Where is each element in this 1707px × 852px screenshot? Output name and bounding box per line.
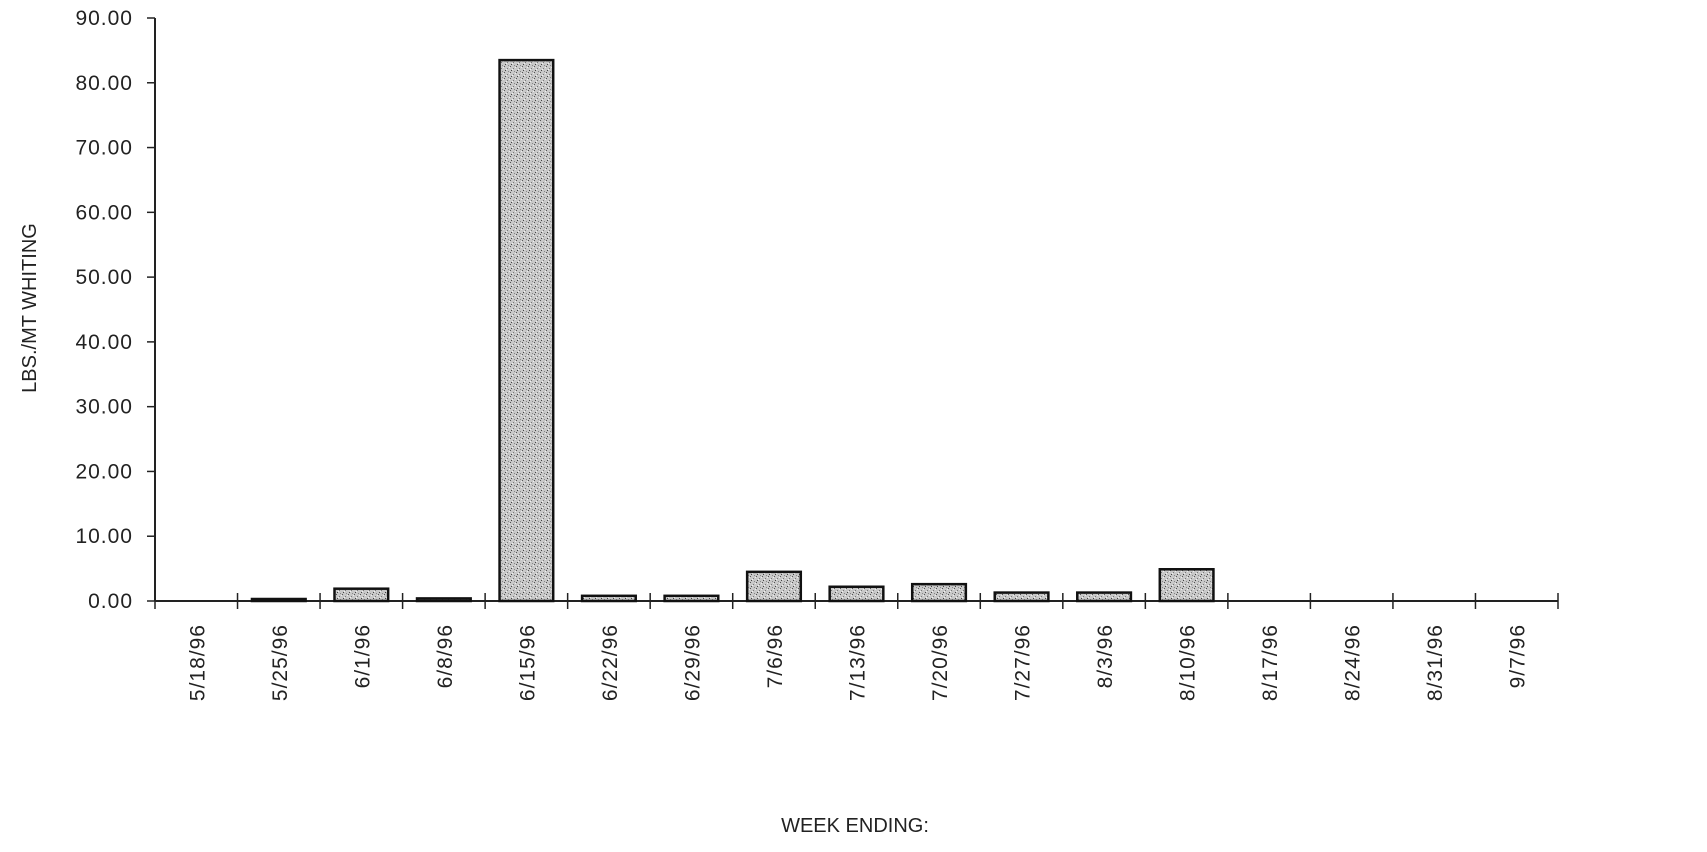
y-tick-label: 10.00 <box>75 525 133 548</box>
x-tick-label: 7/20/96 <box>929 624 952 701</box>
bar <box>745 570 803 603</box>
y-tick-label: 20.00 <box>75 460 133 483</box>
y-tick-label: 0.00 <box>88 590 133 613</box>
y-tick-label: 60.00 <box>75 201 133 224</box>
bar <box>1076 591 1133 603</box>
x-tick-label: 6/1/96 <box>351 624 374 688</box>
bar <box>250 597 307 603</box>
plot-area: 0.00 10.00 20.00 30.00 40.00 50.00 60.00 70.00 8… <box>75 7 1559 701</box>
x-tick-label: 7/6/96 <box>764 624 787 688</box>
x-tick-label: 6/15/96 <box>516 624 539 701</box>
bar <box>1158 568 1215 603</box>
x-tick-label: 6/22/96 <box>599 624 622 701</box>
x-tick-label: 8/17/96 <box>1259 624 1282 701</box>
y-tick-label: 80.00 <box>75 72 133 95</box>
bar <box>993 591 1050 603</box>
bar <box>580 594 637 603</box>
x-axis-title: WEEK ENDING: <box>781 815 929 837</box>
bar <box>663 594 720 603</box>
x-tick-label: 8/31/96 <box>1424 624 1447 701</box>
x-tick-label: 6/8/96 <box>434 624 457 688</box>
y-tick-label: 40.00 <box>75 331 133 354</box>
x-tick-label: 9/7/96 <box>1507 624 1530 688</box>
x-tick-label: 5/25/96 <box>269 624 292 701</box>
y-tick-label: 30.00 <box>75 396 133 419</box>
x-tick-label: 7/27/96 <box>1012 624 1035 701</box>
x-tick-label: 8/24/96 <box>1342 624 1365 701</box>
bar <box>828 585 885 603</box>
x-tick-label: 7/13/96 <box>847 624 870 701</box>
y-tick-label: 70.00 <box>75 137 133 160</box>
x-tick-label: 6/29/96 <box>681 624 704 701</box>
bar <box>415 597 472 603</box>
x-tick-label: 8/10/96 <box>1177 624 1200 701</box>
bar <box>910 582 968 603</box>
bar <box>333 587 390 603</box>
y-tick-label: 90.00 <box>75 7 133 30</box>
y-axis-title: LBS./MT WHITING <box>19 223 41 393</box>
x-tick-label: 5/18/96 <box>186 624 209 701</box>
bar <box>498 58 555 603</box>
x-tick-label: 8/3/96 <box>1094 624 1117 688</box>
y-tick-label: 50.00 <box>75 266 133 289</box>
